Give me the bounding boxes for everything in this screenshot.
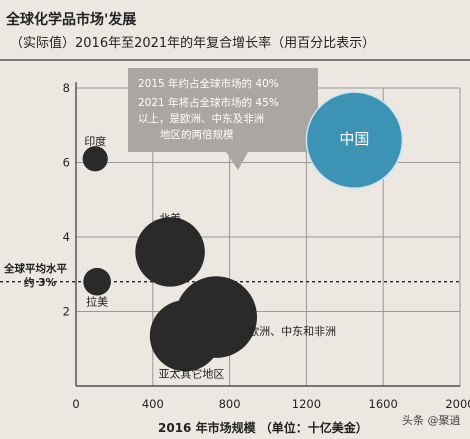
annotation-line2: 2021 年将占全球市场的 45% [138, 96, 279, 109]
bubble-0 [305, 91, 404, 189]
x-tick-label-1600: 1600 [369, 397, 398, 411]
watermark: 头条 @聚逍 [402, 413, 461, 427]
bubble-label-3: 拉美 [86, 295, 108, 309]
bubble-3 [83, 267, 111, 296]
bubble-label-2: 北美 [159, 212, 181, 225]
reference-label-line2: 约 3% [24, 276, 56, 289]
x-tick-label-0: 0 [72, 397, 79, 411]
bubble-2 [135, 217, 205, 287]
annotation-line1: 2015 年约占全球市场的 40% [138, 77, 279, 90]
annotation-callout: 2015 年约占全球市场的 40% 2021 年将占全球市场的 45% 以上，是… [128, 68, 318, 170]
y-tick-label-2: 2 [63, 305, 70, 319]
x-tick-label-800: 800 [219, 397, 241, 411]
x-axis-label: 2016 年市场规模 （单位：十亿美金） [158, 420, 368, 435]
y-tick-label-6: 6 [63, 156, 70, 170]
reference-label-line1: 全球平均水平 [3, 262, 67, 275]
bubble-label-5: 亚太其它地区 [158, 367, 224, 381]
y-tick-label-8: 8 [63, 81, 70, 95]
annotation-line3: 以上，是欧洲、中东及非洲 [138, 112, 264, 125]
bubble-5 [149, 300, 222, 372]
x-tick-label-2000: 2000 [445, 397, 470, 411]
bubble-label-4: 欧洲、中东和非洲 [248, 325, 336, 338]
annotation-line4: 地区的两倍规模 [160, 128, 234, 141]
tick-labels: 0 400 800 1200 1600 2000 2 4 6 8 [63, 81, 470, 411]
bubble-label-1: 印度 [84, 134, 106, 148]
axes [75, 82, 460, 387]
x-tick-label-400: 400 [142, 397, 164, 411]
y-tick-label-4: 4 [63, 230, 70, 244]
chart-title: 全球化学品市场'发展 [5, 11, 136, 28]
bubble-1 [82, 146, 108, 172]
bubble-label-0: 中国 [339, 130, 369, 148]
chart-subtitle: （实际值）2016年至2021年的年复合增长率（用百分比表示） [10, 35, 375, 51]
x-tick-label-1200: 1200 [292, 397, 321, 411]
annotation-box [128, 68, 318, 170]
